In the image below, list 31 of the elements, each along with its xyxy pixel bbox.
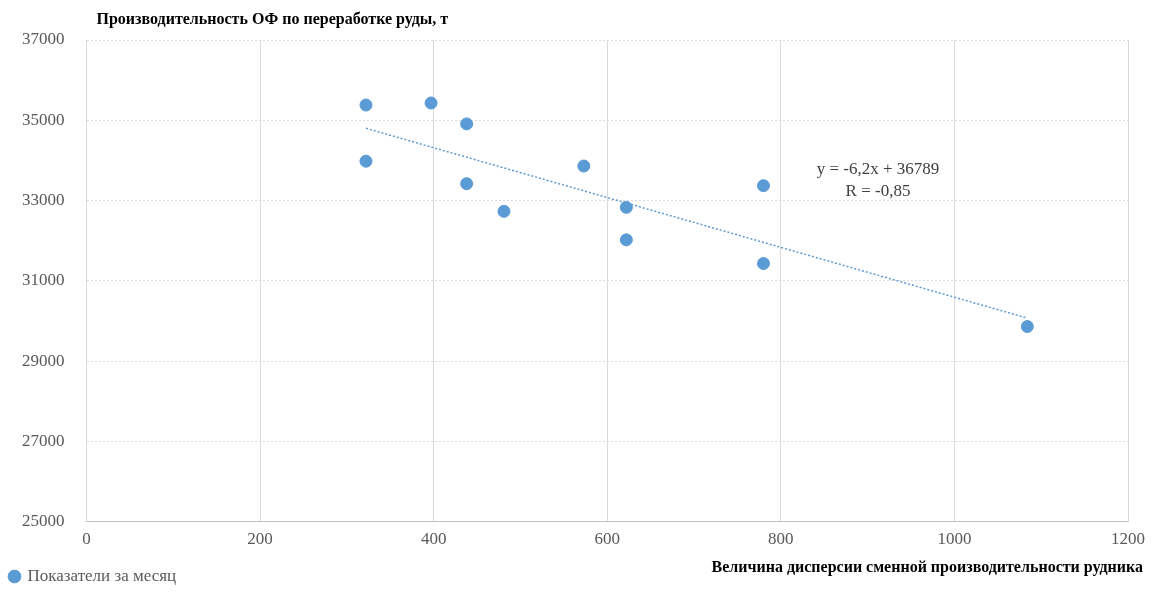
point: [756, 257, 770, 271]
y-tick-label: 25000: [22, 511, 65, 531]
annotation: y = -6,2x + 36789: [816, 159, 940, 179]
point: [756, 179, 770, 193]
point: [460, 177, 474, 191]
x-tick-label: 400: [420, 529, 447, 549]
point: [577, 159, 591, 173]
point: [424, 96, 438, 110]
legend-label: Показатели за месяц: [27, 565, 177, 585]
point: [619, 200, 633, 214]
x-tick-label: 800: [768, 529, 794, 549]
y-tick-label: 27000: [22, 430, 65, 450]
point: [619, 233, 633, 247]
x-tick-label: 200: [247, 529, 273, 549]
point: [460, 117, 474, 131]
x-tick-label: 1200: [1111, 529, 1145, 549]
y-tick-label: 37000: [22, 29, 65, 49]
y-tick-label: 29000: [22, 350, 65, 370]
point: [497, 204, 511, 218]
x-axis-title: Величина дисперсии сменной производительности рудника: [711, 557, 1143, 576]
x-tick-label: 0: [82, 529, 91, 549]
y-axis-title: Производительность ОФ по переработке руды, т: [96, 10, 449, 29]
y-tick-label: 33000: [22, 190, 65, 209]
point: [359, 154, 373, 168]
y-tick-label: 31000: [22, 270, 65, 290]
y-tick-label: 35000: [22, 109, 65, 129]
x-tick-label: 600: [594, 529, 620, 549]
point: [1020, 320, 1034, 334]
x-tick-label: 1000: [937, 529, 972, 549]
annotation: R = -0,85: [845, 181, 911, 201]
point: [359, 98, 373, 112]
